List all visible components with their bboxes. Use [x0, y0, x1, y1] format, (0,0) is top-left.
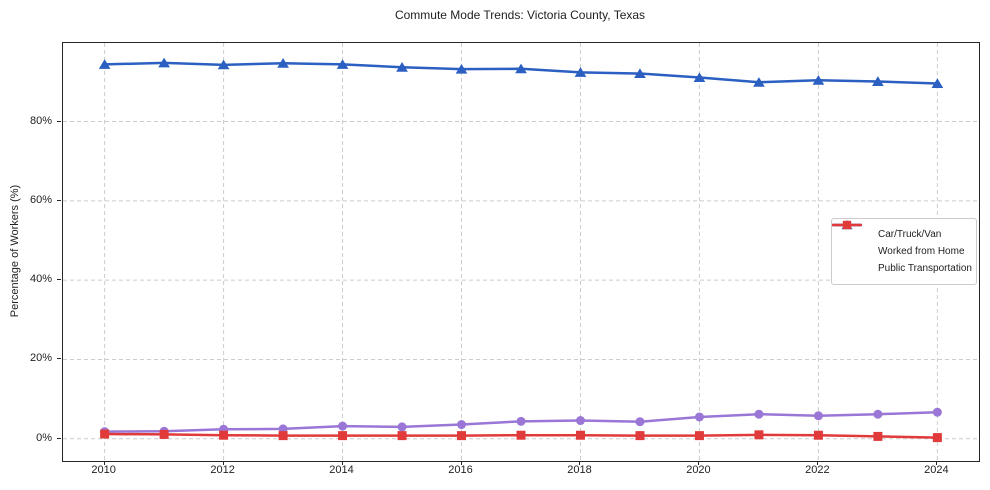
legend-entry-worked-from-home: Worked from Home	[832, 220, 967, 260]
legend-label: Worked from Home	[878, 246, 965, 257]
y-axis-tick	[57, 358, 61, 360]
x-tick-label: 2018	[567, 464, 592, 476]
y-tick-label: 0%	[36, 431, 52, 444]
x-axis-tick	[103, 461, 105, 465]
x-tick-label: 2020	[686, 464, 711, 476]
y-axis-tick	[57, 279, 61, 281]
x-axis-tick	[698, 461, 700, 465]
worked-from-home-legend-marker-icon	[832, 220, 871, 258]
x-tick-label: 2022	[805, 464, 830, 476]
y-tick-label: 80%	[29, 114, 52, 127]
y-axis-tick	[57, 437, 61, 439]
x-axis-tick	[817, 461, 819, 465]
x-axis-tick	[460, 461, 462, 465]
y-tick-label: 20%	[29, 352, 52, 365]
public-transportation-legend-marker-icon	[832, 220, 871, 275]
plot-area: Car/Truck/Van Worked from Home Public Tr…	[62, 42, 980, 462]
chart-canvas	[63, 43, 979, 461]
chart-title: Commute Mode Trends: Victoria County, Te…	[394, 8, 646, 22]
x-axis-tick	[579, 461, 581, 465]
x-tick-label: 2014	[329, 464, 354, 476]
legend: Car/Truck/Van Worked from Home Public Tr…	[831, 218, 977, 285]
x-tick-label: 2012	[210, 464, 235, 476]
x-tick-label: 2024	[924, 464, 949, 476]
x-axis-tick	[936, 461, 938, 465]
x-tick-label: 2016	[448, 464, 473, 476]
y-tick-label: 60%	[29, 193, 52, 206]
y-tick-label: 40%	[29, 273, 52, 286]
y-axis-tick	[57, 120, 61, 122]
legend-entry-public-transportation: Public Transportation	[832, 220, 972, 277]
x-tick-label: 2010	[91, 464, 116, 476]
legend-label: Public Transportation	[878, 263, 972, 274]
legend-label: Car/Truck/Van	[878, 229, 942, 240]
x-axis-tick	[222, 461, 224, 465]
x-axis-tick	[341, 461, 343, 465]
y-axis-tick	[57, 199, 61, 201]
